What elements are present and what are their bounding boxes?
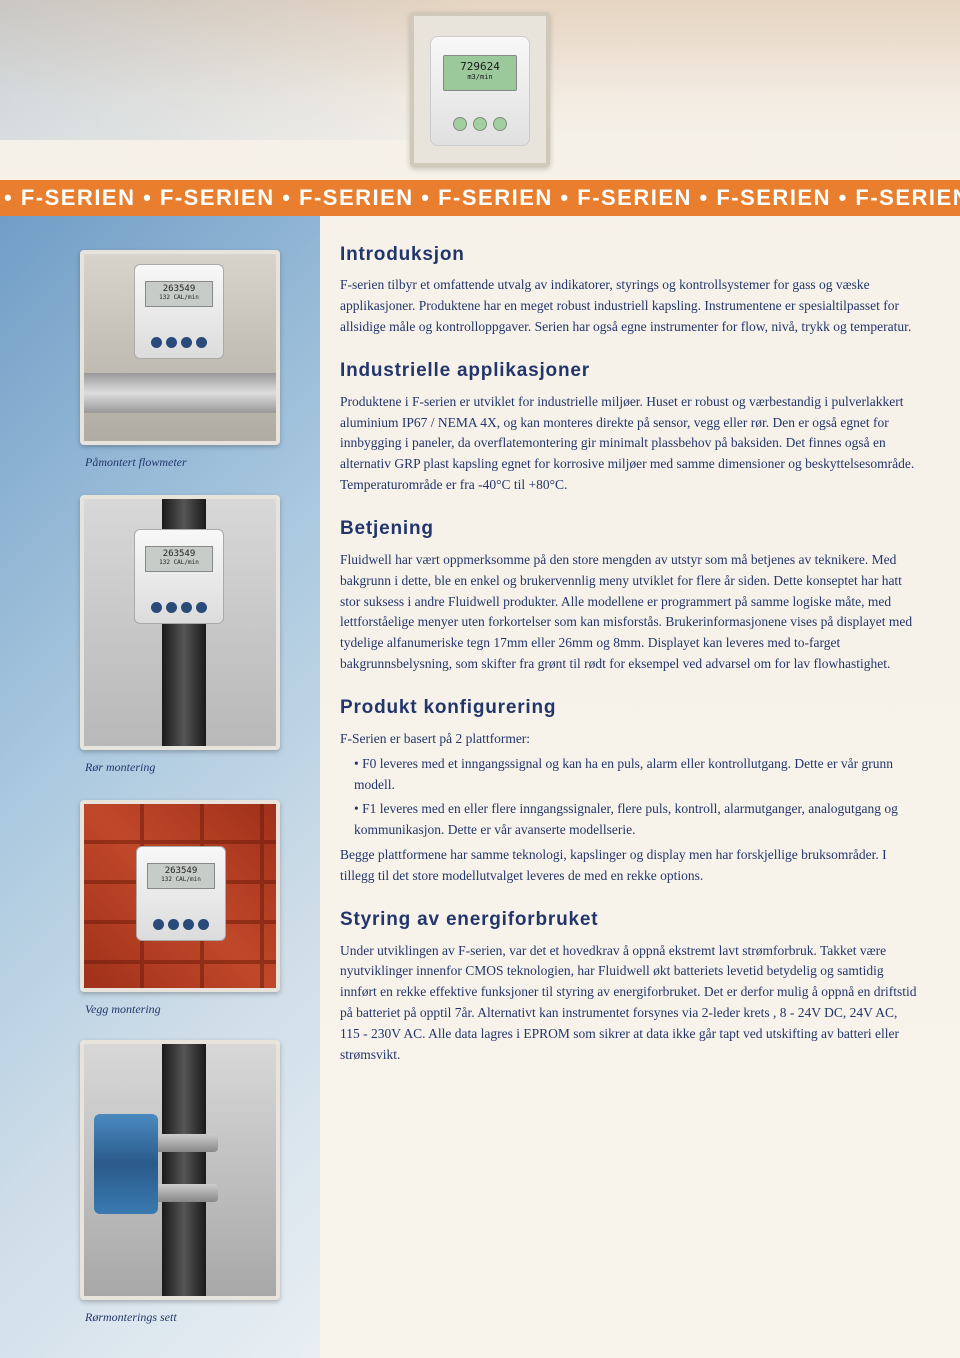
mini-btn (181, 337, 192, 348)
hero-buttons (431, 117, 529, 131)
config-bullet-1: • F0 leveres med et inngangssignal og ka… (340, 754, 920, 796)
caption-wall-mount: Vegg montering (85, 1002, 161, 1017)
body-operation: Fluidwell har vært oppmerksomme på den s… (340, 550, 920, 676)
series-banner: • F-SERIEN • F-SERIEN • F-SERIEN • F-SER… (0, 180, 960, 216)
mini-btn (166, 602, 177, 613)
wall-mount-lcd: 263549 132 CAL/min (147, 863, 215, 889)
pipe-mount-lcd-sub: 132 CAL/min (146, 559, 212, 566)
hero-btn-3 (493, 117, 507, 131)
hero-device-body: 729624 m3/min (430, 36, 530, 146)
heading-energy: Styring av energiforbruket (340, 905, 920, 934)
pipe-clamp-top (150, 1134, 218, 1152)
config-tail: Begge plattformene har samme teknologi, … (340, 845, 920, 887)
hero-lcd: 729624 m3/min (443, 55, 517, 91)
main-text-column: Introduksjon F-serien tilbyr et omfatten… (340, 240, 920, 1070)
flowmeter-pipe (84, 373, 276, 413)
mini-btn (166, 337, 177, 348)
flowmeter-btns (135, 337, 223, 348)
image-pipe-kit (84, 1044, 276, 1296)
wall-mount-lcd-sub: 132 CAL/min (148, 876, 214, 883)
heading-intro: Introduksjon (340, 240, 920, 269)
mini-btn (183, 919, 194, 930)
hero-device-card: 729624 m3/min (410, 12, 550, 167)
caption-pipe-kit: Rørmonterings sett (85, 1310, 177, 1325)
mini-btn (153, 919, 164, 930)
mini-btn (198, 919, 209, 930)
caption-pipe-mount: Rør montering (85, 760, 155, 775)
mini-btn (168, 919, 179, 930)
flowmeter-lcd-val: 263549 (146, 284, 212, 294)
wall-mount-device: 263549 132 CAL/min (136, 846, 226, 941)
mini-btn (181, 602, 192, 613)
mini-btn (196, 337, 207, 348)
heading-operation: Betjening (340, 514, 920, 543)
hero-lcd-value: 729624 (444, 60, 516, 73)
heading-industrial: Industrielle applikasjoner (340, 356, 920, 385)
image-card-flowmeter: 263549 132 CAL/min (80, 250, 280, 445)
flowmeter-device: 263549 132 CAL/min (134, 264, 224, 359)
pipe-kit-pipe (162, 1044, 206, 1296)
caption-flowmeter: Påmontert flowmeter (85, 455, 187, 470)
hero-lcd-unit: m3/min (444, 73, 516, 81)
body-industrial: Produktene i F-serien er utviklet for in… (340, 392, 920, 497)
flowmeter-lcd: 263549 132 CAL/min (145, 281, 213, 307)
config-bullet-2: • F1 leveres med en eller flere inngangs… (340, 799, 920, 841)
image-pipe-mount: 263549 132 CAL/min (84, 499, 276, 746)
pipe-kit-device-side (94, 1114, 158, 1214)
image-flowmeter: 263549 132 CAL/min (84, 254, 276, 441)
body-intro: F-serien tilbyr et omfattende utvalg av … (340, 275, 920, 338)
body-energy: Under utviklingen av F-serien, var det e… (340, 941, 920, 1067)
wall-mount-btns (137, 919, 225, 930)
image-card-wall-mount: 263549 132 CAL/min (80, 800, 280, 992)
image-card-pipe-mount: 263549 132 CAL/min (80, 495, 280, 750)
flowmeter-lcd-sub: 132 CAL/min (146, 294, 212, 301)
hero-btn-1 (453, 117, 467, 131)
pipe-mount-btns (135, 602, 223, 613)
hero-btn-2 (473, 117, 487, 131)
pipe-mount-lcd-val: 263549 (146, 549, 212, 559)
mini-btn (151, 602, 162, 613)
image-card-pipe-kit (80, 1040, 280, 1300)
wall-mount-lcd-val: 263549 (148, 866, 214, 876)
mini-btn (151, 337, 162, 348)
pipe-mount-device: 263549 132 CAL/min (134, 529, 224, 624)
pipe-mount-lcd: 263549 132 CAL/min (145, 546, 213, 572)
image-wall-mount: 263549 132 CAL/min (84, 804, 276, 988)
pipe-clamp-bottom (150, 1184, 218, 1202)
heading-config: Produkt konfigurering (340, 693, 920, 722)
mini-btn (196, 602, 207, 613)
config-lead: F-Serien er basert på 2 plattformer: (340, 729, 920, 750)
